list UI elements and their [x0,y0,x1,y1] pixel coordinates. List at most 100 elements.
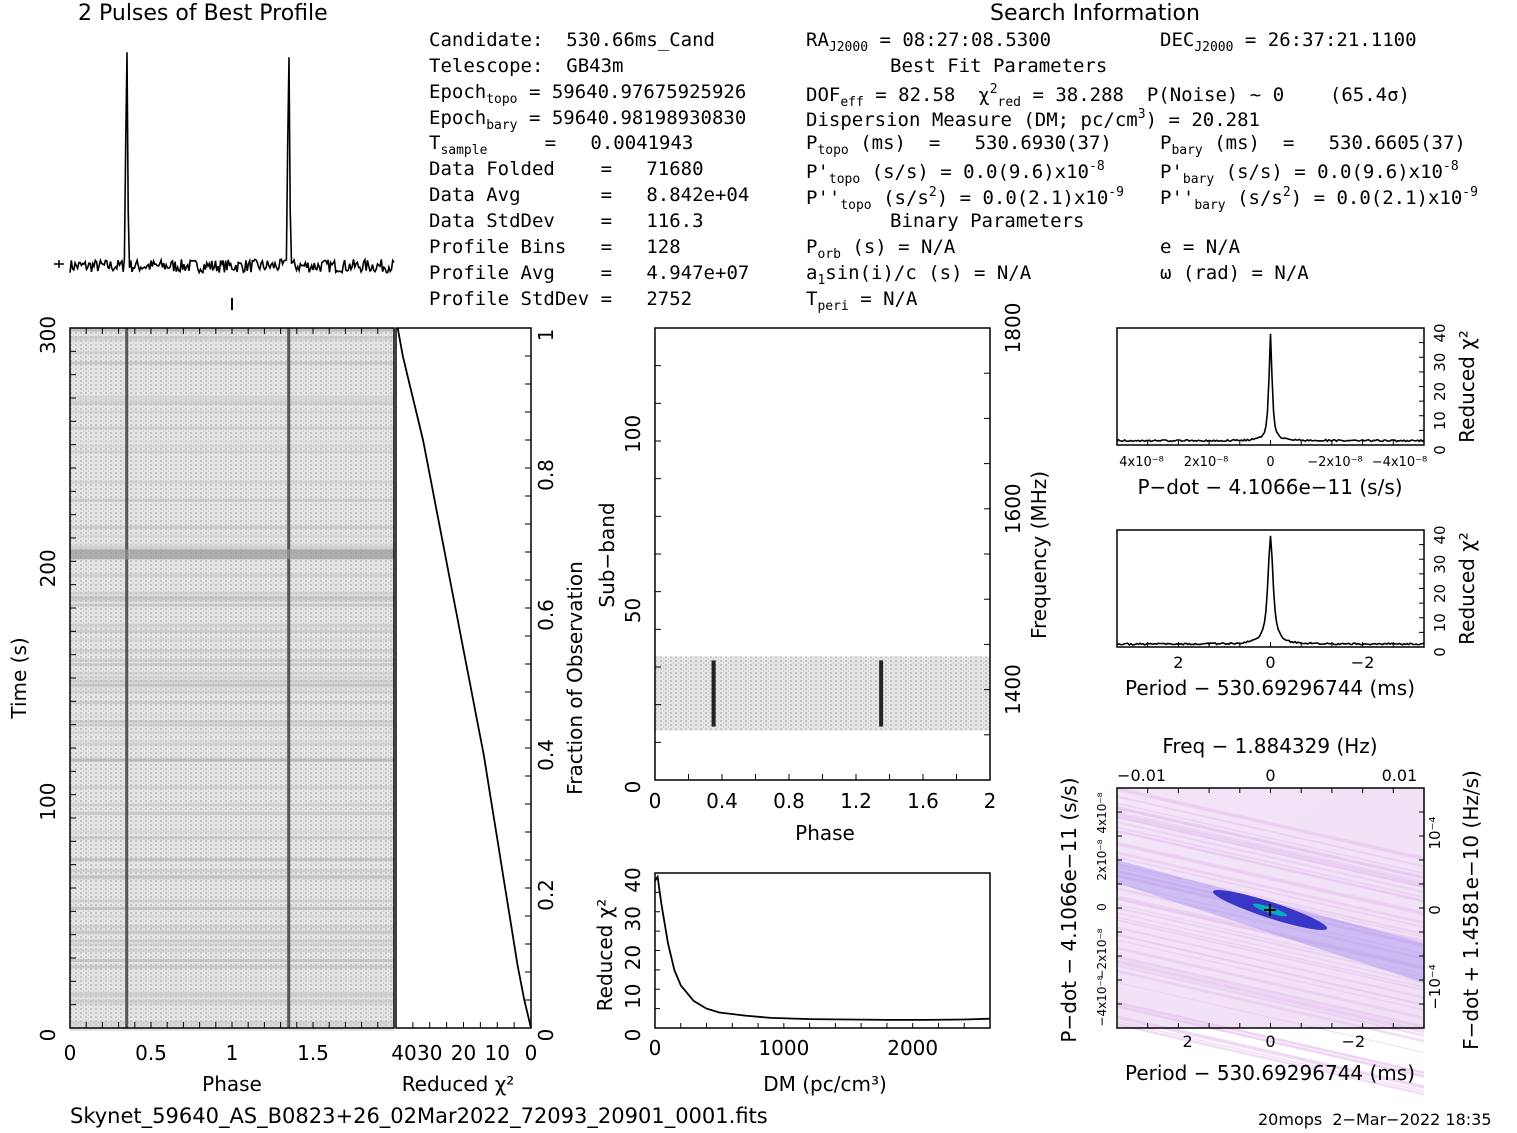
chi2-period-ytick-label: 0 [1431,647,1449,657]
time-phase-row [70,991,394,995]
time-phase-row [70,914,394,918]
time-phase-ylabel: Time (s) [7,637,31,719]
subband-xtick-label: 2 [984,789,997,813]
period-pdot-x2tick-label: 0 [1265,766,1275,785]
time-phase-row [70,676,394,680]
period-pdot-streak [1116,1020,1425,1093]
subband-xtick-label: 0 [649,789,662,813]
chi2-pdot-ytick-label: 20 [1431,382,1449,401]
chi2-pdot-xtick-label: −4x10⁻⁸ [1372,455,1427,470]
telescope-row: Telescope: GB43m [429,55,624,77]
period-pdot-streak [1116,912,1425,984]
time-phase-row [70,410,394,414]
chi2-dm-line [654,874,991,1021]
chi2-fraction-ytick-label: 0.4 [534,739,558,771]
ptopo-row: Ptopo (ms) = 530.6930(37) [806,132,1112,158]
time-phase-row [70,525,394,529]
period-pdot-streak [1116,883,1425,955]
dm-row: Dispersion Measure (DM; pc/cm3) = 20.281 [806,107,1260,131]
period-pdot-y2tick-label: 10⁻⁴ [1426,816,1444,849]
time-phase-row [70,723,394,727]
data-stddev-row: Data StdDev = 116.3 [429,210,704,232]
time-phase-row [70,993,394,997]
subband-image [655,656,990,731]
time-phase-row [70,812,394,816]
chi2-period-line [1116,535,1424,646]
time-phase-row [70,830,394,834]
chi2-pdot-xlabel: P−dot − 4.1066e−11 (s/s) [1137,475,1402,499]
subband-pulse [879,660,884,727]
subband-xtick-label: 1.6 [907,789,939,813]
chi2-fraction-ytick-label: 0 [534,1029,558,1042]
subband-xtick-label: 0.4 [706,789,738,813]
period-pdot-y2tick-label: 0 [1426,905,1444,915]
subband-xtick-label: 0.8 [773,789,805,813]
chi2-fraction-xtick-label: 30 [417,1041,442,1065]
pddot-topo-row: P''topo (s/s2) = 0.0(2.1)x10-9 [806,185,1124,213]
time-phase-row [70,638,394,642]
period-pdot-streak [1116,969,1425,1043]
period-pdot-streak [1116,955,1425,1027]
line-layer [69,52,1425,1029]
period-pdot-streak [1116,821,1425,894]
period-pdot-streak [1116,851,1425,925]
epoch-bary-row: Epochbary = 59640.98198930830 [429,107,747,133]
period-pdot-streak [1116,946,1425,1020]
period-pdot-streak [1116,806,1425,880]
chi2-dm-xtick-label: 1000 [758,1036,809,1060]
chi2-dm-ytick-label: 40 [621,867,645,892]
period-pdot-streak [1116,841,1425,915]
chi2-fraction-line [396,327,532,1029]
chi2-fraction-ytick-label: 0.2 [534,879,558,911]
time-phase-row [70,598,394,602]
period-pdot-streak [1116,961,1425,1034]
time-phase-xlabel: Phase [202,1072,262,1096]
best-fit-title: Best Fit Parameters [890,55,1108,77]
period-pdot-ytick-label: 0 [1095,903,1109,911]
timestamp: 20mops 2−Mar−2022 18:35 [1258,1110,1492,1129]
period-pdot-streak [1116,786,1425,860]
time-phase-row [70,450,394,454]
time-phase-ytick-label: 100 [36,783,60,821]
time-phase-row [70,785,394,789]
chi2-pdot-xtick-label: 4x10⁻⁸ [1119,455,1164,470]
time-phase-xtick-label: 1 [226,1041,239,1065]
time-phase-row [70,686,394,690]
time-phase-row [70,603,394,607]
time-phase-row [70,739,394,743]
time-phase-row [70,630,394,634]
subband-ylabel: Sub−band [595,502,619,607]
pddot-bary-row: P''bary (s/s2) = 0.0(2.1)x10-9 [1160,185,1478,213]
dec-row: DECJ2000 = 26:37:21.1100 [1160,29,1417,55]
time-phase-row [70,948,394,952]
chi2-fraction-xlabel: Reduced χ² [402,1072,515,1096]
period-pdot-y2tick-label: −10⁻⁴ [1426,964,1444,1010]
period-pdot-streak [1116,1016,1425,1090]
subband-xlabel: Phase [795,821,855,845]
data-avg-row: Data Avg = 8.842e+04 [429,184,750,206]
file-name: Skynet_59640_AS_B0823+26_02Mar2022_72093… [70,1104,768,1128]
time-phase-row [70,573,394,577]
period-pdot-streak [1116,856,1425,929]
time-phase-row [70,836,394,840]
chi2-period-ytick-label: 30 [1431,555,1449,574]
period-pdot-streak [1116,956,1425,1029]
time-phase-row [70,742,394,746]
image-layer [70,328,1425,1096]
time-phase-row [70,899,394,903]
subband-ytick-label: 50 [621,598,645,623]
profile-bins-row: Profile Bins = 128 [429,236,681,258]
period-pdot-x2tick-label: −0.01 [1117,766,1166,785]
chi2-pdot-ylabel: Reduced χ² [1455,330,1479,443]
chi2-dm-ylabel: Reduced χ² [593,899,617,1012]
time-phase-row [70,965,394,969]
time-phase-row [70,943,394,947]
time-phase-row [70,720,394,724]
period-pdot-streak [1116,981,1425,1053]
pulse-profile-line [69,52,395,275]
period-pdot-streak [1116,903,1425,976]
time-phase-row [70,758,394,762]
period-pdot-streak [1116,813,1425,885]
period-pdot-streak [1116,863,1425,936]
